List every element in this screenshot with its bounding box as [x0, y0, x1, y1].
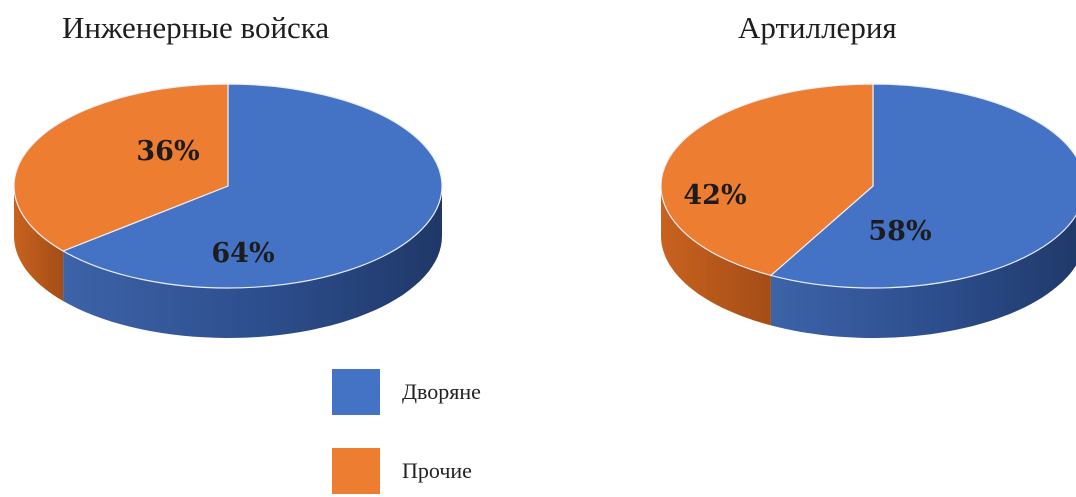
pie-slice-others	[13, 83, 229, 252]
pie-slice-others	[660, 83, 874, 277]
legend-item-nobles: Дворяне	[332, 369, 481, 415]
legend-swatch-nobles	[332, 369, 380, 415]
pie-label-nobles: 58%	[868, 216, 931, 247]
pie-side-others	[661, 186, 771, 326]
pie-label-others: 36%	[136, 136, 199, 167]
legend-item-others: Прочие	[332, 448, 472, 494]
pie-label-nobles: 64%	[211, 238, 274, 269]
pie-slice-nobles	[61, 83, 443, 289]
legend-swatch-others	[332, 448, 380, 494]
legend-label-nobles: Дворяне	[402, 379, 481, 404]
pie-label-others: 42%	[683, 180, 746, 211]
chart-title-engineering: Инженерные войска	[62, 10, 330, 45]
legend-label-others: Прочие	[402, 458, 472, 483]
pie-artillery: 58% 42%	[660, 83, 1076, 338]
chart-title-artillery: Артиллерия	[738, 10, 897, 45]
pie-side-nobles	[63, 186, 442, 338]
pie-slice-nobles	[769, 83, 1076, 289]
pie-engineering-troops: 64% 36%	[13, 83, 443, 338]
pie-side-others	[14, 186, 64, 301]
pie-side-nobles	[770, 215, 1076, 338]
